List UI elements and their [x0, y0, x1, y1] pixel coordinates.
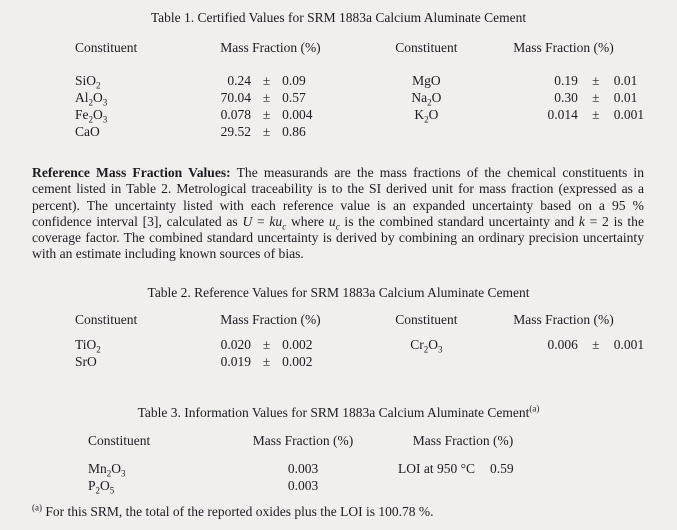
- footnote: (a) For this SRM, the total of the repor…: [32, 503, 644, 520]
- reference-mass-fraction-paragraph: Reference Mass Fraction Values: The meas…: [32, 165, 644, 262]
- plus-minus: ±: [592, 107, 600, 122]
- value-cell: [513, 123, 578, 140]
- uncertainty-cell: [614, 353, 677, 370]
- constituent-cell: TiO2: [75, 336, 101, 355]
- footnote-text: For this SRM, the total of the reported …: [42, 503, 434, 519]
- constituent-cell: Mn2O3: [88, 460, 126, 479]
- table2: Constituent Mass Fraction (%) Constituen…: [75, 311, 677, 370]
- value-cell: 0.006: [547, 336, 578, 352]
- value-cell: 0.003: [287, 477, 319, 493]
- plus-minus: ±: [262, 124, 271, 139]
- uncertainty-cell: 0.004: [282, 107, 313, 122]
- column-header-mass-fraction: Mass Fraction (%): [412, 432, 514, 448]
- constituent-cell: CaO: [75, 124, 100, 139]
- column-header-mass-fraction: Mass Fraction (%): [220, 311, 321, 327]
- footnote-marker: (a): [32, 502, 42, 513]
- constituent-cell: Al2O3: [75, 90, 108, 108]
- plus-minus: ±: [262, 73, 271, 88]
- uncertainty-cell: 0.09: [282, 73, 306, 88]
- column-header-constituent: Constituent: [395, 40, 458, 55]
- uncertainty-cell: 0.01: [613, 73, 638, 88]
- table1-title: Table 1. Certified Values for SRM 1883a …: [150, 10, 527, 25]
- plus-minus: ±: [592, 73, 600, 88]
- plus-minus: [578, 353, 614, 370]
- table3-title-text: Table 3. Information Values for SRM 1883…: [137, 404, 530, 420]
- column-header-constituent: Constituent: [395, 311, 458, 327]
- column-header-mass-fraction: Mass Fraction (%): [513, 40, 614, 55]
- table-row: SrO 0.019 ± 0.002: [75, 353, 677, 370]
- constituent-cell: [387, 353, 466, 370]
- value-cell: [513, 353, 578, 370]
- value-cell: [490, 477, 528, 494]
- value-cell: 29.52: [220, 124, 251, 139]
- loi-label: LOI at 950 °C: [398, 460, 476, 476]
- plus-minus: ±: [262, 90, 271, 105]
- column-header-mass-fraction: Mass Fraction (%): [220, 40, 321, 55]
- column-header-mass-fraction: Mass Fraction (%): [513, 311, 614, 327]
- uncertainty-cell: 0.86: [282, 124, 306, 139]
- table3-title-footnote-marker: (a): [529, 403, 540, 414]
- constituent-cell: Fe2O3: [75, 107, 108, 125]
- uncertainty-cell: 0.002: [282, 353, 313, 369]
- table-row: CaO 29.52 ± 0.86: [75, 123, 677, 140]
- value-cell: 0.020: [220, 336, 251, 352]
- uncertainty-cell: 0.57: [282, 90, 306, 105]
- table-row: TiO2 0.020 ± 0.002 Cr2O3 0.006 ± 0.001: [75, 336, 677, 355]
- table-row: SiO2 0.24 ± 0.09 MgO 0.19 ± 0.01: [75, 72, 677, 91]
- value-cell: 0.019: [220, 353, 251, 369]
- uncertainty-cell: 0.001: [613, 336, 645, 352]
- uncertainty-cell: 0.002: [282, 336, 313, 352]
- constituent-cell: SiO2: [75, 73, 101, 91]
- column-header-constituent: Constituent: [75, 311, 138, 327]
- constituent-cell: K2O: [414, 107, 439, 125]
- plus-minus: ±: [592, 90, 600, 105]
- column-header-constituent: Constituent: [88, 432, 151, 448]
- loi-label: [398, 477, 490, 494]
- uncertainty-cell: 0.01: [613, 90, 638, 105]
- uncertainty-cell: [614, 123, 677, 140]
- plus-minus: ±: [262, 353, 271, 369]
- value-cell: 0.30: [554, 90, 578, 105]
- table3-title: Table 3. Information Values for SRM 1883…: [0, 370, 677, 421]
- value-cell: 0.19: [554, 73, 578, 88]
- uncertainty-cell: 0.001: [613, 107, 645, 122]
- constituent-cell: SrO: [75, 353, 97, 369]
- constituent-cell: P2O5: [88, 477, 115, 496]
- table1: Constituent Mass Fraction (%) Constituen…: [75, 39, 677, 140]
- table-row: Fe2O3 0.078 ± 0.004 K2O 0.014 ± 0.001: [75, 106, 677, 125]
- plus-minus: ±: [592, 336, 600, 352]
- table-row: Mn2O3 0.003 LOI at 950 °C 0.59: [88, 460, 528, 479]
- value-cell: 0.24: [227, 73, 251, 88]
- table-row: P2O5 0.003: [88, 477, 528, 496]
- value-cell: 0.014: [547, 107, 578, 122]
- column-header-constituent: Constituent: [75, 40, 138, 55]
- constituent-cell: Na2O: [411, 90, 442, 108]
- table2-header-row: Constituent Mass Fraction (%) Constituen…: [75, 311, 677, 336]
- plus-minus: [578, 123, 614, 140]
- table1-header-row: Constituent Mass Fraction (%) Constituen…: [75, 39, 677, 72]
- table-row: Al2O3 70.04 ± 0.57 Na2O 0.30 ± 0.01: [75, 89, 677, 108]
- constituent-cell: MgO: [412, 73, 441, 88]
- constituent-cell: Cr2O3: [410, 336, 443, 355]
- value-cell: 0.003: [287, 460, 319, 476]
- table2-title: Table 2. Reference Values for SRM 1883a …: [147, 284, 530, 300]
- table3: Constituent Mass Fraction (%) Mass Fract…: [88, 432, 528, 496]
- value-cell: 0.59: [490, 460, 514, 476]
- table3-header-row: Constituent Mass Fraction (%) Mass Fract…: [88, 432, 528, 460]
- value-cell: 70.04: [220, 90, 251, 105]
- constituent-cell: [387, 123, 466, 140]
- column-header-mass-fraction: Mass Fraction (%): [252, 432, 354, 448]
- value-cell: 0.078: [220, 107, 251, 122]
- plus-minus: ±: [262, 107, 271, 122]
- plus-minus: ±: [262, 336, 271, 352]
